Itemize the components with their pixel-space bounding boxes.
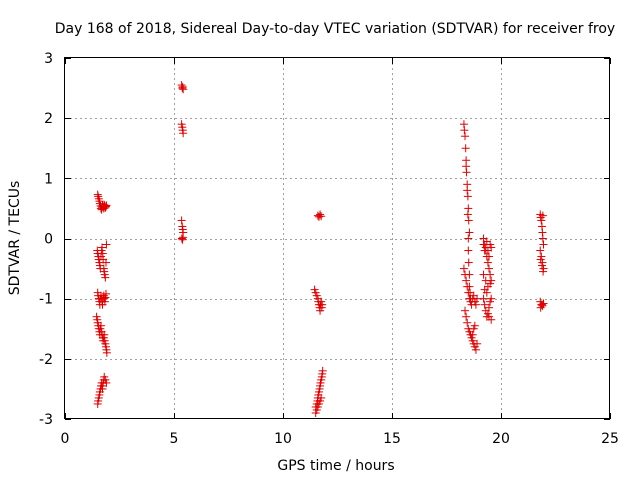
data-point [464,246,473,255]
data-point [479,294,488,303]
y-tick-labels: -3 -2 -1 0 1 2 3 [39,51,53,428]
data-point [464,216,473,225]
data-point [538,234,547,243]
data-point [101,293,110,302]
data-point [177,216,186,225]
y-tick-label: -3 [39,412,53,428]
data-point [463,192,472,201]
data-point [485,264,494,273]
y-tick-label: 0 [44,232,53,248]
data-point [481,276,490,285]
y-tick-label: 3 [44,51,53,67]
data-point [461,132,470,141]
data-point [316,210,325,219]
data-point [102,201,111,210]
data-point [462,276,471,285]
x-tick-labels: 0 5 10 15 20 25 [61,431,619,447]
data-point [486,279,495,288]
data-point [463,210,472,219]
data-point [539,240,548,249]
chart-title: Day 168 of 2018, Sidereal Day-to-day VTE… [55,21,615,37]
x-tick-label: 15 [383,431,401,447]
data-point [538,211,547,220]
x-tick-label: 25 [601,431,619,447]
data-point [483,258,492,267]
y-tick-label: 2 [44,111,53,127]
data-point [487,315,496,324]
data-point [101,289,110,298]
y-tick-label: 1 [44,171,53,187]
data-point [100,202,109,211]
data-point [461,144,470,153]
data-point [317,393,326,402]
data-point [461,270,470,279]
data-point [461,306,470,315]
plot-frame [64,57,610,419]
data-point [98,384,107,393]
grid-lines [65,58,610,419]
y-tick-label: -1 [39,292,53,308]
data-point [468,330,477,339]
data-point [485,252,494,261]
data-point [537,216,546,225]
data-point [463,318,472,327]
data-point [101,258,110,267]
data-point [473,339,482,348]
data-point [178,233,187,242]
data-point [536,255,545,264]
data-point [98,243,107,252]
data-point [487,243,496,252]
data-points [92,81,548,417]
data-point [102,348,111,357]
data-point [464,258,473,267]
data-point [539,299,548,308]
y-tick-label: -2 [39,352,53,368]
data-point [485,303,494,312]
data-point [539,267,548,276]
data-point [179,129,188,138]
data-point [465,228,474,237]
data-point [459,264,468,273]
data-point [96,321,105,330]
data-point [102,240,111,249]
data-point [462,162,471,171]
data-point [462,312,471,321]
data-point [464,288,473,297]
data-point [179,85,188,94]
data-point [463,282,472,291]
data-point [318,366,327,375]
x-tick-label: 10 [274,431,292,447]
data-point [102,378,111,387]
data-point [464,234,473,243]
data-point [536,246,545,255]
y-axis-title: SDTVAR / TECUs [7,181,23,296]
x-tick-label: 5 [170,431,179,447]
data-point [470,321,479,330]
data-point [537,261,546,270]
data-point [471,345,480,354]
data-point [482,288,491,297]
data-point [471,300,480,309]
x-tick-label: 0 [61,431,70,447]
data-point [177,234,186,243]
data-point [487,294,496,303]
data-point [101,273,110,282]
data-point [460,126,469,135]
data-point [479,270,488,279]
data-point [463,186,472,195]
x-tick-label: 20 [492,431,510,447]
tick-marks [65,58,611,420]
data-point [537,300,546,309]
data-point [317,212,326,221]
x-axis-title: GPS time / hours [277,458,394,474]
data-point [318,300,327,309]
data-point [480,300,489,309]
